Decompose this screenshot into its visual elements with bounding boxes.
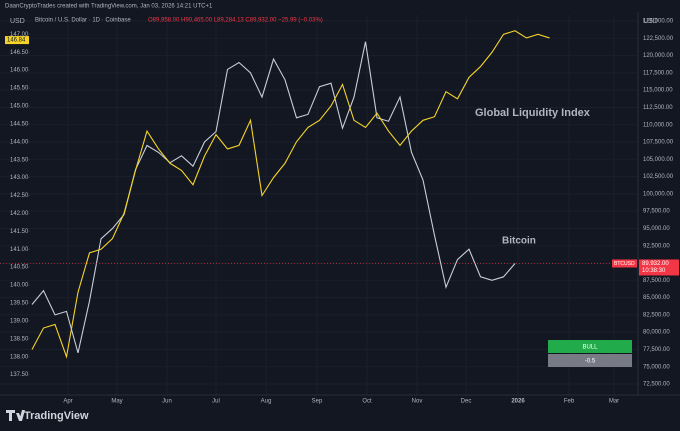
right-tick-label: 115,000.00 [643,88,673,94]
byline: DaanCryptoTrades created with TradingVie… [5,4,213,10]
right-tick-label: 122,500.00 [643,36,674,42]
left-tick-label: 140.00 [10,283,29,289]
gli-tag [5,36,29,45]
right-tick-label: 87,500.00 [643,278,670,284]
right-tick-label: 110,000.00 [643,122,673,128]
countdown-label: 10:38:30 [642,268,666,274]
x-tick-label: Oct [362,399,372,405]
left-tick-label: 142.00 [10,211,29,217]
symbol-tag [612,259,637,268]
right-tick-label: 82,500.00 [643,312,670,318]
left-tick-label: 147.00 [10,32,29,38]
signal-state: BULL [582,345,598,351]
right-tick-label: 105,000.00 [643,157,674,163]
price-tag [639,259,679,276]
right-tick-label: 117,500.00 [643,70,673,76]
left-tick-label: 141.50 [10,229,29,235]
x-tick-label: May [111,399,122,405]
right-tick-label: 120,000.00 [643,53,674,59]
x-tick-label: Sep [312,399,323,405]
signal-score: -0.5 [585,359,596,365]
x-tick-label: Nov [412,399,423,405]
left-tick-label: 139.00 [10,318,29,324]
right-tick-label: 112,500.00 [643,105,673,111]
left-tick-label: 143.00 [10,175,29,181]
right-tick-label: 100,000.00 [643,191,674,197]
brand: TradingView [6,410,89,422]
right-tick-label: 125,000.00 [643,19,674,25]
right-tick-label: 77,500.00 [643,347,670,353]
right-tick-label: 95,000.00 [643,226,670,232]
left-tick-label: 146.50 [10,50,29,56]
btc-annotation: Bitcoin [502,236,536,247]
x-tick-label: Apr [63,399,72,405]
left-tick-label: 146.00 [10,68,29,74]
left-tick-label: 142.50 [10,193,29,199]
x-tick-label: Dec [461,399,472,405]
left-axis-label: USD [10,18,25,25]
ohlc: O89,958.00 H90,465.00 L89,284.13 C89,932… [148,18,323,24]
left-tick-label: 143.50 [10,157,29,163]
right-axis-label: USD [643,18,658,25]
symbol-info: Bitcoin / U.S. Dollar · 1D · Coinbase [35,18,131,24]
left-tick-label: 139.50 [10,301,29,307]
x-tick-label: 2026 [511,399,525,405]
x-tick-label: Feb [564,399,575,405]
brand-name: TradingView [24,410,89,422]
overlay: 137.50 138.00 138.50 139.00 139.50 140.00 140.… [0,19,679,405]
brand-logo [6,410,25,421]
right-tick-label: 107,500.00 [643,140,674,146]
left-tick-label: 137.50 [10,372,29,378]
left-tick-label: 144.50 [10,121,29,127]
right-tick-label: 102,500.00 [643,174,674,180]
left-tick-label: 144.00 [10,139,29,145]
x-tick-label: Mar [609,399,619,405]
gli-annotation: Global Liquidity Index [475,107,591,119]
right-tick-label: 80,000.00 [643,330,670,336]
series-line [31,30,550,359]
price-tag-label: 89,932.00 [642,261,669,267]
left-tick-label: 141.00 [10,247,29,253]
right-tick-label: 92,500.00 [643,243,670,249]
x-tick-label: Jun [162,399,172,405]
symbol-tag-label: BTCUSD [614,261,635,267]
left-tick-label: 140.50 [10,265,29,271]
x-tick-label: Jul [212,399,220,405]
left-tick-label: 138.50 [10,336,29,342]
right-tick-label: 75,000.00 [643,364,670,370]
right-tick-label: 72,500.00 [643,382,670,388]
signal-state-box [548,340,632,353]
series-line [31,41,516,354]
left-tick-label: 145.00 [10,104,29,110]
left-tick-label: 138.00 [10,354,29,360]
x-tick-label: Aug [261,399,272,405]
left-tick-label: 145.50 [10,86,29,92]
signal-score-box [548,354,632,367]
right-tick-label: 97,500.00 [643,209,670,215]
gli-tag-label: 146.84 [7,38,26,44]
right-tick-label: 85,000.00 [643,295,670,301]
